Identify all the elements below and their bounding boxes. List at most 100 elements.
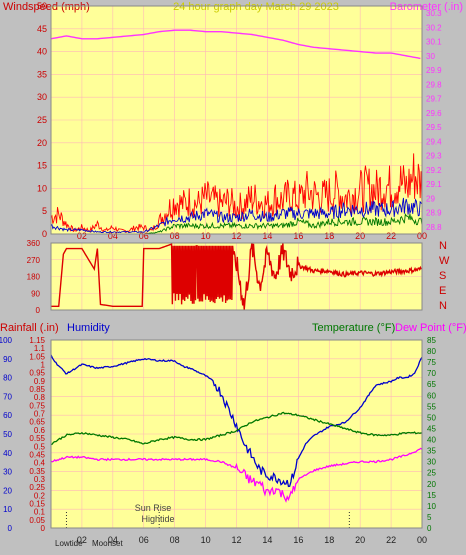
barometer-y-tick-label: 29.2: [426, 166, 442, 175]
humidity-y-tick-label: 60: [3, 411, 12, 420]
temp-x-tick-label: 18: [324, 535, 334, 545]
temp-x-tick-label: 00: [417, 535, 427, 545]
annotation-moonset: Moonset: [92, 539, 123, 548]
temperature-y-tick-label: 5: [427, 513, 432, 522]
rainfall-y-tick-label: 0.95: [29, 369, 45, 378]
temperature-y-tick-label: 60: [427, 391, 436, 400]
direction-y-tick-label: 270: [27, 256, 41, 265]
temp-x-tick-label: 04: [108, 535, 118, 545]
barometer-axis-title: Barometer (.in): [390, 1, 463, 13]
rainfall-y-tick-label: 0.25: [29, 483, 45, 492]
rainfall-y-tick-label: 0.75: [29, 401, 45, 410]
rainfall-y-tick-label: 0.4: [34, 459, 46, 468]
rainfall-y-tick-label: 0.05: [29, 516, 45, 525]
rainfall-y-tick-label: 0.15: [29, 499, 45, 508]
barometer-y-tick-label: 30.2: [426, 23, 442, 32]
annotation-hightide: Hightide: [141, 514, 174, 524]
temp-x-tick-label: 12: [231, 535, 241, 545]
temp-x-tick-label: 14: [262, 535, 272, 545]
wind-y-tick-label: 35: [37, 69, 47, 79]
temp-x-tick-label: 20: [355, 535, 365, 545]
barometer-y-tick-label: 29.6: [426, 109, 442, 118]
barometer-y-tick-label: 29.8: [426, 80, 442, 89]
humidity-axis-title: Humidity: [67, 322, 110, 334]
barometer-y-tick-label: 29: [426, 194, 435, 203]
temp-x-tick-label: 10: [201, 535, 211, 545]
humidity-y-tick-label: 80: [3, 374, 12, 383]
rainfall-y-tick-label: 1.15: [29, 336, 45, 345]
temperature-y-tick-label: 80: [427, 347, 436, 356]
barometer-y-tick-label: 28.8: [426, 223, 442, 232]
temperature-y-tick-label: 35: [427, 447, 436, 456]
humidity-y-tick-label: 40: [3, 449, 12, 458]
barometer-y-tick-label: 29.3: [426, 152, 442, 161]
temperature-series: [50, 411, 423, 446]
rainfall-y-tick-label: 1.1: [34, 344, 46, 353]
humidity-y-tick-label: 10: [3, 505, 12, 514]
barometer-y-tick-label: 29.1: [426, 180, 442, 189]
barometer-y-tick-label: 30: [426, 52, 435, 61]
annotation-lowtide: Lowtide: [55, 539, 83, 548]
humidity-y-tick-label: 20: [3, 486, 12, 495]
wind-axis-title: Windspeed (mph): [3, 1, 90, 13]
humidity-series: [50, 354, 423, 488]
barometer-y-tick-label: 29.4: [426, 137, 442, 146]
wind-y-tick-label: 40: [37, 47, 47, 57]
wind-y-tick-label: 25: [37, 115, 47, 125]
chart-header-title: 24 hour graph day March 29 2023: [173, 1, 339, 13]
temperature-y-tick-label: 30: [427, 458, 436, 467]
wind-y-tick-label: 15: [37, 161, 47, 171]
temperature-y-tick-label: 65: [427, 380, 436, 389]
dewpoint-series: [50, 447, 423, 503]
humidity-y-tick-label: 90: [3, 355, 12, 364]
wind-x-tick-label: 04: [108, 231, 118, 241]
temp-x-tick-label: 02: [77, 535, 87, 545]
humidity-y-tick-label: 50: [3, 430, 12, 439]
series-layer: [50, 29, 423, 528]
compass-label: W: [439, 255, 450, 267]
rainfall-y-tick-label: 0.6: [34, 426, 46, 435]
barometer-y-tick-label: 29.5: [426, 123, 442, 132]
wind-x-tick-label: 06: [139, 231, 149, 241]
barometer-y-tick-label: 28.9: [426, 209, 442, 218]
rainfall-y-tick-label: 0: [41, 524, 46, 533]
direction-y-tick-label: 90: [31, 289, 40, 298]
wind-direction-series: [51, 242, 422, 310]
temperature-y-tick-label: 10: [427, 502, 436, 511]
rainfall-y-tick-label: 0.45: [29, 450, 45, 459]
wind-y-tick-label: 20: [37, 138, 47, 148]
temperature-y-tick-label: 85: [427, 336, 436, 345]
temperature-y-tick-label: 20: [427, 480, 436, 489]
temp-plot-frame: [50, 339, 423, 529]
wind-y-tick-label: 10: [37, 183, 47, 193]
rainfall-y-tick-label: 0.1: [34, 508, 46, 517]
wind-y-tick-label: 30: [37, 92, 47, 102]
barometer-y-tick-label: 29.9: [426, 66, 442, 75]
direction-y-tick-label: 180: [27, 273, 41, 282]
wind-y-tick-label: 5: [42, 206, 47, 216]
compass-label: N: [439, 240, 447, 252]
barometer-y-tick-label: 30.1: [426, 38, 442, 47]
barometer-y-tick-label: 30.3: [426, 9, 442, 18]
temperature-y-tick-label: 50: [427, 413, 436, 422]
temperature-y-tick-label: 40: [427, 436, 436, 445]
compass-label: S: [439, 270, 446, 282]
direction-y-tick-label: 0: [36, 306, 41, 315]
rainfall-y-tick-label: 0.7: [34, 410, 46, 419]
wind-x-tick-label: 10: [201, 231, 211, 241]
humidity-y-tick-label: 0: [8, 524, 13, 533]
rainfall-y-tick-label: 1.05: [29, 352, 45, 361]
rainfall-y-tick-label: 0.9: [34, 377, 46, 386]
temperature-y-tick-label: 45: [427, 424, 436, 433]
temperature-y-tick-label: 25: [427, 469, 436, 478]
wind-plot-frame: [50, 5, 423, 235]
humidity-y-tick-label: 30: [3, 468, 12, 477]
barometer-y-tick-label: 29.7: [426, 95, 442, 104]
dewpoint-axis-title: Dew Point (°F): [395, 322, 466, 334]
wind-x-tick-label: 00: [417, 231, 427, 241]
wind-y-tick-label: 0: [42, 229, 47, 239]
rainfall-y-tick-label: 0.35: [29, 467, 45, 476]
wind-x-tick-label: 16: [293, 231, 303, 241]
rainfall-y-tick-label: 0.5: [34, 442, 46, 451]
